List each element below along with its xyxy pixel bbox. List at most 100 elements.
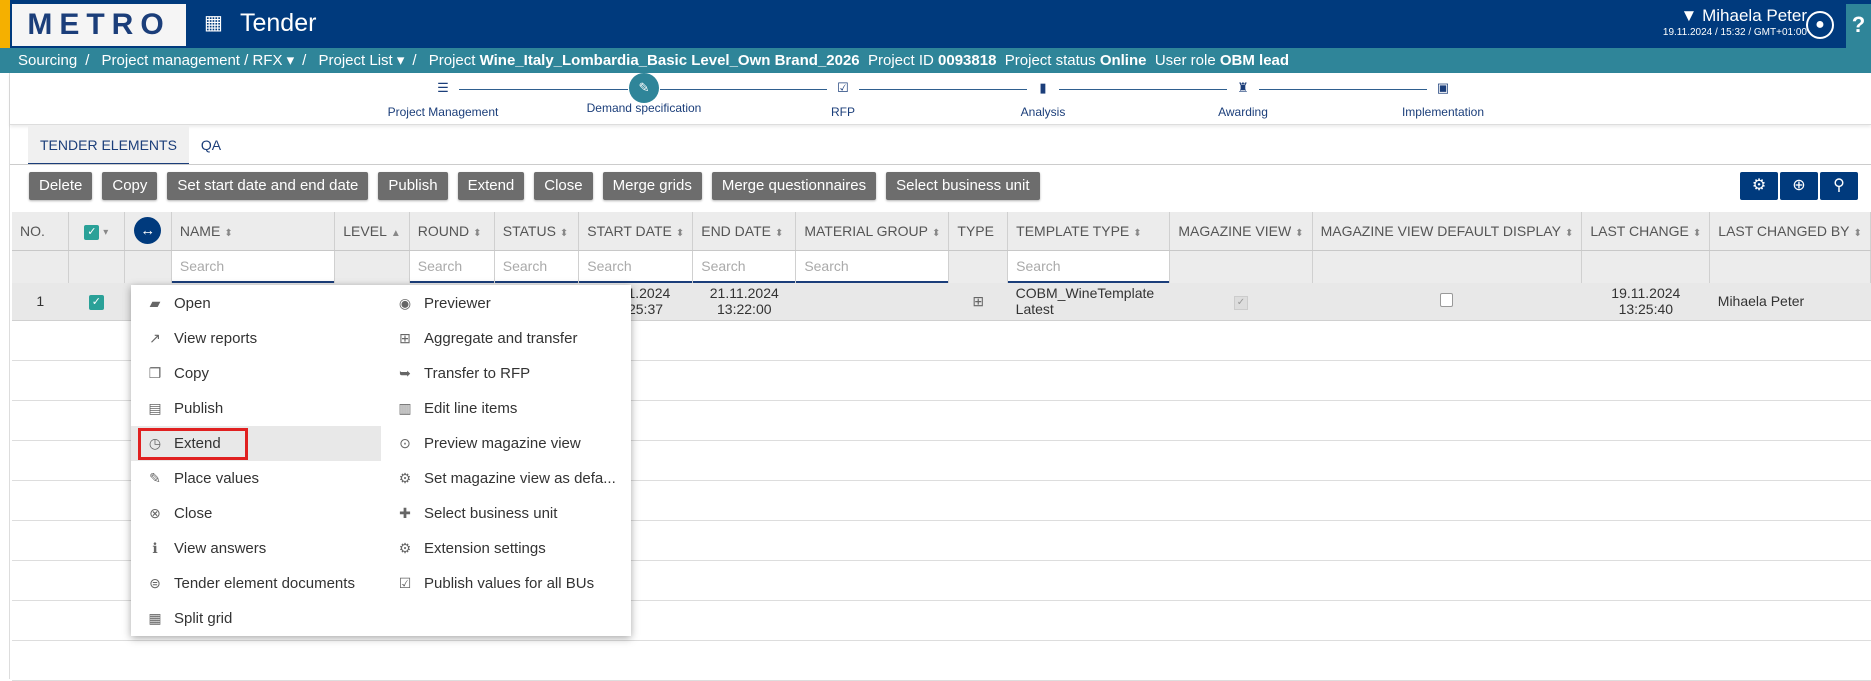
menu-item-split-grid[interactable]: ▦ Split grid	[131, 601, 381, 636]
sort-icon[interactable]: ⬍	[932, 227, 941, 239]
step-project-management[interactable]: ☰ Project Management	[363, 77, 523, 119]
menu-item-place-values[interactable]: ✎ Place values	[131, 461, 381, 496]
publish-button[interactable]: Publish	[378, 172, 448, 200]
breadcrumb-sourcing[interactable]: Sourcing	[18, 52, 78, 69]
column-header-end-date[interactable]: END DATE ⬍	[692, 212, 797, 251]
step-awarding[interactable]: ♜ Awarding	[1163, 77, 1323, 119]
zoom-in-button[interactable]: ⊕	[1780, 172, 1818, 200]
column-search-input[interactable]: Search	[693, 250, 796, 283]
sort-icon[interactable]: ⬍	[1692, 227, 1702, 239]
tab-qa[interactable]: QA	[200, 137, 222, 153]
magazine-default-checkbox[interactable]	[1440, 292, 1454, 307]
menu-item-tender-element-documents[interactable]: ⊜ Tender element documents	[131, 566, 381, 601]
user-menu[interactable]: ▼ Mihaela Peter 19.11.2024 / 15:32 / GMT…	[1663, 6, 1807, 38]
column-header-round[interactable]: ROUND ⬍	[409, 212, 495, 251]
column-header-template-type[interactable]: TEMPLATE TYPE ⬍	[1007, 212, 1171, 251]
step-implementation[interactable]: ▣ Implementation	[1363, 77, 1523, 119]
column-header-magazine-view-default-display[interactable]: MAGAZINE VIEW DEFAULT DISPLAY ⬍	[1312, 212, 1583, 251]
sort-icon[interactable]: ⬍	[675, 227, 685, 239]
sort-asc-icon[interactable]: ▲	[390, 227, 401, 239]
split-grid-icon: ▦	[148, 610, 162, 626]
menu-item-open[interactable]: ▰ Open	[131, 286, 381, 321]
menu-item-close[interactable]: ⊗ Close	[131, 496, 381, 531]
column-header-status[interactable]: STATUS ⬍	[494, 212, 580, 251]
menu-item-edit-line-items[interactable]: ▥ Edit line items	[381, 391, 631, 426]
help-button[interactable]: ?	[1846, 4, 1871, 73]
select-business-unit-button[interactable]: Select business unit	[886, 172, 1040, 200]
sort-icon[interactable]: ⬍	[774, 227, 784, 239]
tab-tender-elements[interactable]: TENDER ELEMENTS	[28, 125, 189, 165]
tender-elements-grid: NO. ✓ ▾ ↔ NAME ⬍ LEVEL ▲ ROUND ⬍ STATUS ⬍ START DATE…	[12, 212, 1871, 681]
user-role-label: User role	[1154, 52, 1216, 69]
menu-item-previewer[interactable]: ◉ Previewer	[381, 286, 631, 321]
menu-item-view-answers[interactable]: ℹ View answers	[131, 531, 381, 566]
menu-item-aggregate-and-transfer[interactable]: ⊞ Aggregate and transfer	[381, 321, 631, 356]
menu-item-view-reports[interactable]: ↗ View reports	[131, 321, 381, 356]
search-cell	[12, 250, 69, 283]
column-search-input[interactable]: Search	[171, 250, 335, 283]
column-header-name[interactable]: NAME ⬍	[171, 212, 336, 251]
breadcrumb-project-list[interactable]: Project List ▾	[318, 52, 405, 69]
menu-item-copy[interactable]: ❐ Copy	[131, 356, 381, 391]
select-all-checkbox[interactable]: ✓	[84, 224, 100, 240]
column-header-level[interactable]: LEVEL ▲	[334, 212, 410, 251]
copy-button[interactable]: Copy	[102, 172, 158, 200]
metro-logo[interactable]: METRO	[12, 4, 186, 46]
step-rfp[interactable]: ☑ RFP	[763, 77, 923, 119]
avatar-icon[interactable]: ●	[1806, 11, 1834, 39]
menu-item-publish[interactable]: ▤ Publish	[131, 391, 381, 426]
sort-icon[interactable]: ⬍	[1133, 227, 1142, 239]
gear-document-icon: ⚙	[398, 470, 412, 486]
sort-icon[interactable]: ⬍	[559, 227, 569, 239]
menu-item-select-business-unit[interactable]: ✚ Select business unit	[381, 496, 631, 531]
column-header-last-changed-by[interactable]: LAST CHANGED BY ⬍	[1709, 212, 1871, 251]
sort-icon[interactable]: ⬍	[1295, 227, 1304, 239]
top-bar	[0, 0, 1871, 48]
column-search-input[interactable]: Search	[796, 250, 949, 283]
caret-down-icon[interactable]: ▾	[103, 226, 109, 238]
sort-icon[interactable]: ⬍	[1564, 227, 1574, 239]
column-header-material-group[interactable]: MATERIAL GROUP ⬍	[795, 212, 950, 251]
column-label: TEMPLATE TYPE	[1016, 222, 1130, 239]
column-header-start-date[interactable]: START DATE ⬍	[578, 212, 694, 251]
sort-icon[interactable]: ⬍	[1853, 227, 1862, 239]
search-icon: ⚲	[1833, 177, 1845, 194]
table-cell	[68, 360, 125, 401]
sort-icon[interactable]: ⬍	[224, 227, 233, 239]
table-cell	[1169, 640, 1313, 681]
step-analysis[interactable]: ▮ Analysis	[963, 77, 1123, 119]
merge-questionnaires-button[interactable]: Merge questionnaires	[711, 172, 877, 200]
delete-button[interactable]: Delete	[29, 172, 93, 200]
column-header-no[interactable]: NO.	[12, 212, 69, 251]
table-cell	[795, 360, 949, 401]
column-search-input[interactable]: Search	[409, 250, 494, 283]
menu-item-extend[interactable]: ◷ Extend	[131, 426, 381, 461]
column-search-input[interactable]: Search	[1008, 250, 1170, 283]
expand-columns-icon[interactable]: ↔	[134, 217, 162, 245]
column-header[interactable]: ↔	[124, 212, 172, 251]
menu-item-extension-settings[interactable]: ⚙ Extension settings	[381, 531, 631, 566]
breadcrumb-project-management[interactable]: Project management / RFX ▾	[101, 52, 295, 69]
column-header-type[interactable]: TYPE	[948, 212, 1009, 251]
row-checkbox[interactable]: ✓	[88, 295, 104, 311]
gear-button[interactable]: ⚙	[1740, 172, 1778, 200]
close-button[interactable]: Close	[534, 172, 593, 200]
extend-button[interactable]: Extend	[457, 172, 525, 200]
column-header-last-change[interactable]: LAST CHANGE ⬍	[1581, 212, 1711, 251]
menu-item-transfer-to-rfp[interactable]: ➥ Transfer to RFP	[381, 356, 631, 391]
column-search-input[interactable]: Search	[579, 250, 693, 283]
menu-item-label: Split grid	[174, 610, 233, 627]
sort-icon[interactable]: ⬍	[473, 227, 482, 239]
menu-item-set-magazine-view-as-defa[interactable]: ⚙ Set magazine view as defa...	[381, 461, 631, 496]
column-header[interactable]: ✓ ▾	[68, 212, 125, 251]
column-header-magazine-view[interactable]: MAGAZINE VIEW ⬍	[1169, 212, 1313, 251]
table-cell	[12, 320, 69, 361]
set-start-date-and-end-date-button[interactable]: Set start date and end date	[167, 172, 369, 200]
merge-grids-button[interactable]: Merge grids	[602, 172, 702, 200]
column-search-input[interactable]: Search	[494, 250, 579, 283]
table-cell	[1709, 600, 1871, 641]
step-demand-specification[interactable]: ✎ Demand specification	[564, 73, 724, 115]
menu-item-preview-magazine-view[interactable]: ⊙ Preview magazine view	[381, 426, 631, 461]
menu-item-publish-values-for-all-bus[interactable]: ☑ Publish values for all BUs	[381, 566, 631, 601]
search-button[interactable]: ⚲	[1820, 172, 1858, 200]
